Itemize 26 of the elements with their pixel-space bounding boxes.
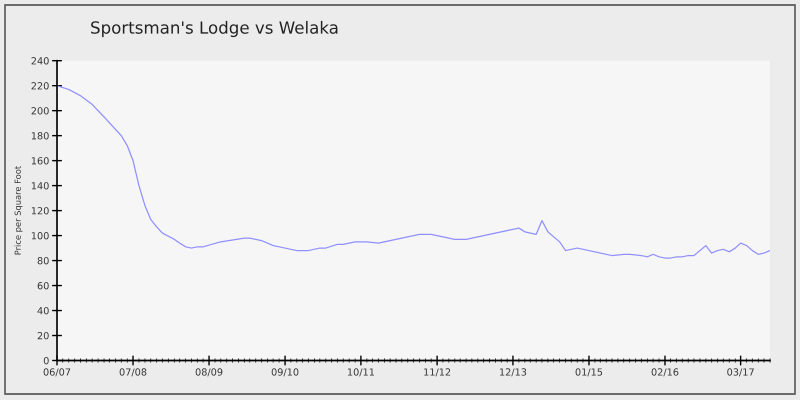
x-tick-label: 11/12 xyxy=(424,368,450,376)
x-tick-label: 03/17 xyxy=(727,368,754,376)
x-tick-label: 10/11 xyxy=(348,368,374,376)
x-tick-label: 01/15 xyxy=(576,368,602,376)
chart-title: Sportsman's Lodge vs Welaka xyxy=(91,20,338,38)
x-tick-label: 06/07 xyxy=(44,368,70,376)
y-tick-label: 60 xyxy=(38,282,49,290)
y-tick-label: 120 xyxy=(32,207,49,214)
line-series xyxy=(57,85,770,259)
y-tick-label: 180 xyxy=(32,132,49,140)
y-tick-label: 160 xyxy=(32,157,49,164)
y-tick-label: 80 xyxy=(38,257,49,264)
x-tick-label: 09/10 xyxy=(272,368,298,376)
y-tick-label: 140 xyxy=(32,182,49,190)
y-tick-label: 240 xyxy=(32,57,49,65)
x-tick-label: 02/16 xyxy=(652,368,678,376)
y-tick-label: 100 xyxy=(32,232,49,240)
x-tick-label: 12/13 xyxy=(500,368,526,376)
y-tick-label: 40 xyxy=(37,307,49,314)
y-tick-label: 220 xyxy=(32,82,49,90)
y-tick-label: 200 xyxy=(32,107,49,114)
y-tick-label: 20 xyxy=(38,332,49,340)
y-tick-label: 0 xyxy=(44,356,49,364)
y-axis-title: Price per Square Foot xyxy=(14,166,22,254)
x-tick-label: 08/09 xyxy=(196,368,222,376)
x-tick-label: 07/08 xyxy=(120,368,146,376)
